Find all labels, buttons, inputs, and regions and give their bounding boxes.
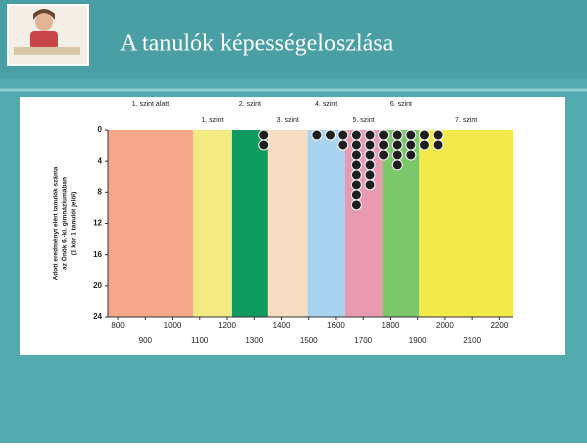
level-band	[344, 130, 383, 317]
student-dot	[311, 129, 323, 141]
x-tick-label: 1600	[327, 321, 345, 330]
y-tick-label: 16	[93, 250, 102, 259]
student-dot	[378, 139, 390, 151]
x-tick-label: 1100	[191, 336, 209, 345]
student-dot	[391, 139, 403, 151]
level-band	[231, 130, 268, 317]
level-label: 1. szint alatt	[132, 101, 169, 108]
student-dot	[378, 149, 390, 161]
x-tick-label: 800	[111, 321, 125, 330]
level-label: 2. szint	[239, 101, 261, 108]
photo	[7, 4, 89, 66]
x-tick-label: 1300	[245, 336, 263, 345]
photo-book	[14, 47, 80, 55]
x-tick-label: 2200	[490, 321, 508, 330]
level-band	[108, 130, 193, 317]
student-dot	[391, 149, 403, 161]
student-dot	[364, 149, 376, 161]
student-dot	[418, 139, 430, 151]
student-dot	[432, 139, 444, 151]
student-dot	[378, 129, 390, 141]
student-dot	[350, 199, 362, 211]
level-label: 4. szint	[315, 101, 337, 108]
level-label: 3. szint	[277, 117, 299, 124]
student-dot	[350, 139, 362, 151]
student-dot	[405, 139, 417, 151]
y-tick-label: 4	[98, 156, 103, 165]
y-tick-label: 24	[93, 312, 102, 321]
x-tick-label: 1400	[273, 321, 291, 330]
photo-hair	[33, 9, 55, 20]
student-dot	[258, 139, 270, 151]
y-tick-label: 20	[93, 281, 102, 290]
student-dot	[364, 129, 376, 141]
x-tick-label: 900	[139, 336, 153, 345]
level-band	[267, 130, 308, 317]
y-axis-label: az Önök 6.-kl. gimnáziumában	[60, 177, 69, 270]
x-tick-label: 1900	[409, 336, 427, 345]
slide-title: A tanulók képességeloszlása	[120, 31, 394, 57]
y-axis-label: Adott eredményt elért tanulók száma	[53, 166, 60, 280]
student-dot	[364, 159, 376, 171]
level-label: 6. szint	[390, 101, 412, 108]
y-tick-label: 8	[98, 187, 103, 196]
student-dot	[258, 129, 270, 141]
student-dot	[432, 129, 444, 141]
student-dot	[364, 179, 376, 191]
student-dot	[350, 149, 362, 161]
x-tick-label: 1800	[382, 321, 400, 330]
level-band	[419, 130, 513, 317]
student-dot	[391, 129, 403, 141]
x-tick-label: 1500	[300, 336, 318, 345]
level-label: 5. szint	[353, 117, 375, 124]
student-dot	[405, 129, 417, 141]
student-dot	[364, 139, 376, 151]
x-tick-label: 1700	[354, 336, 372, 345]
student-dot	[350, 189, 362, 201]
chart: 1. szint alatt 1. szint 2. szint 3. szint 4.…	[53, 101, 513, 345]
student-dot	[337, 129, 349, 141]
title-band	[0, 0, 587, 78]
x-tick-label: 1000	[164, 321, 182, 330]
student-dot	[418, 129, 430, 141]
photo-head	[35, 13, 53, 31]
y-tick-label: 0	[98, 125, 103, 134]
student-dot	[405, 149, 417, 161]
level-label: 1. szint	[201, 117, 223, 124]
level-band	[192, 130, 232, 317]
student-dot	[350, 179, 362, 191]
student-dot	[325, 129, 337, 141]
student-dot	[350, 159, 362, 171]
x-tick-label: 1200	[218, 321, 236, 330]
level-label: 7. szint	[455, 117, 477, 124]
student-dot	[337, 139, 349, 151]
student-dot	[364, 169, 376, 181]
y-axis-label: (1 kör 1 tanulót jelöl)	[71, 192, 78, 256]
photo-body	[30, 31, 58, 49]
x-tick-label: 2100	[463, 336, 481, 345]
level-band	[307, 130, 345, 317]
student-dot	[391, 159, 403, 171]
student-dot	[350, 169, 362, 181]
y-tick-label: 12	[93, 219, 102, 228]
x-tick-label: 2000	[436, 321, 454, 330]
student-dot	[350, 129, 362, 141]
